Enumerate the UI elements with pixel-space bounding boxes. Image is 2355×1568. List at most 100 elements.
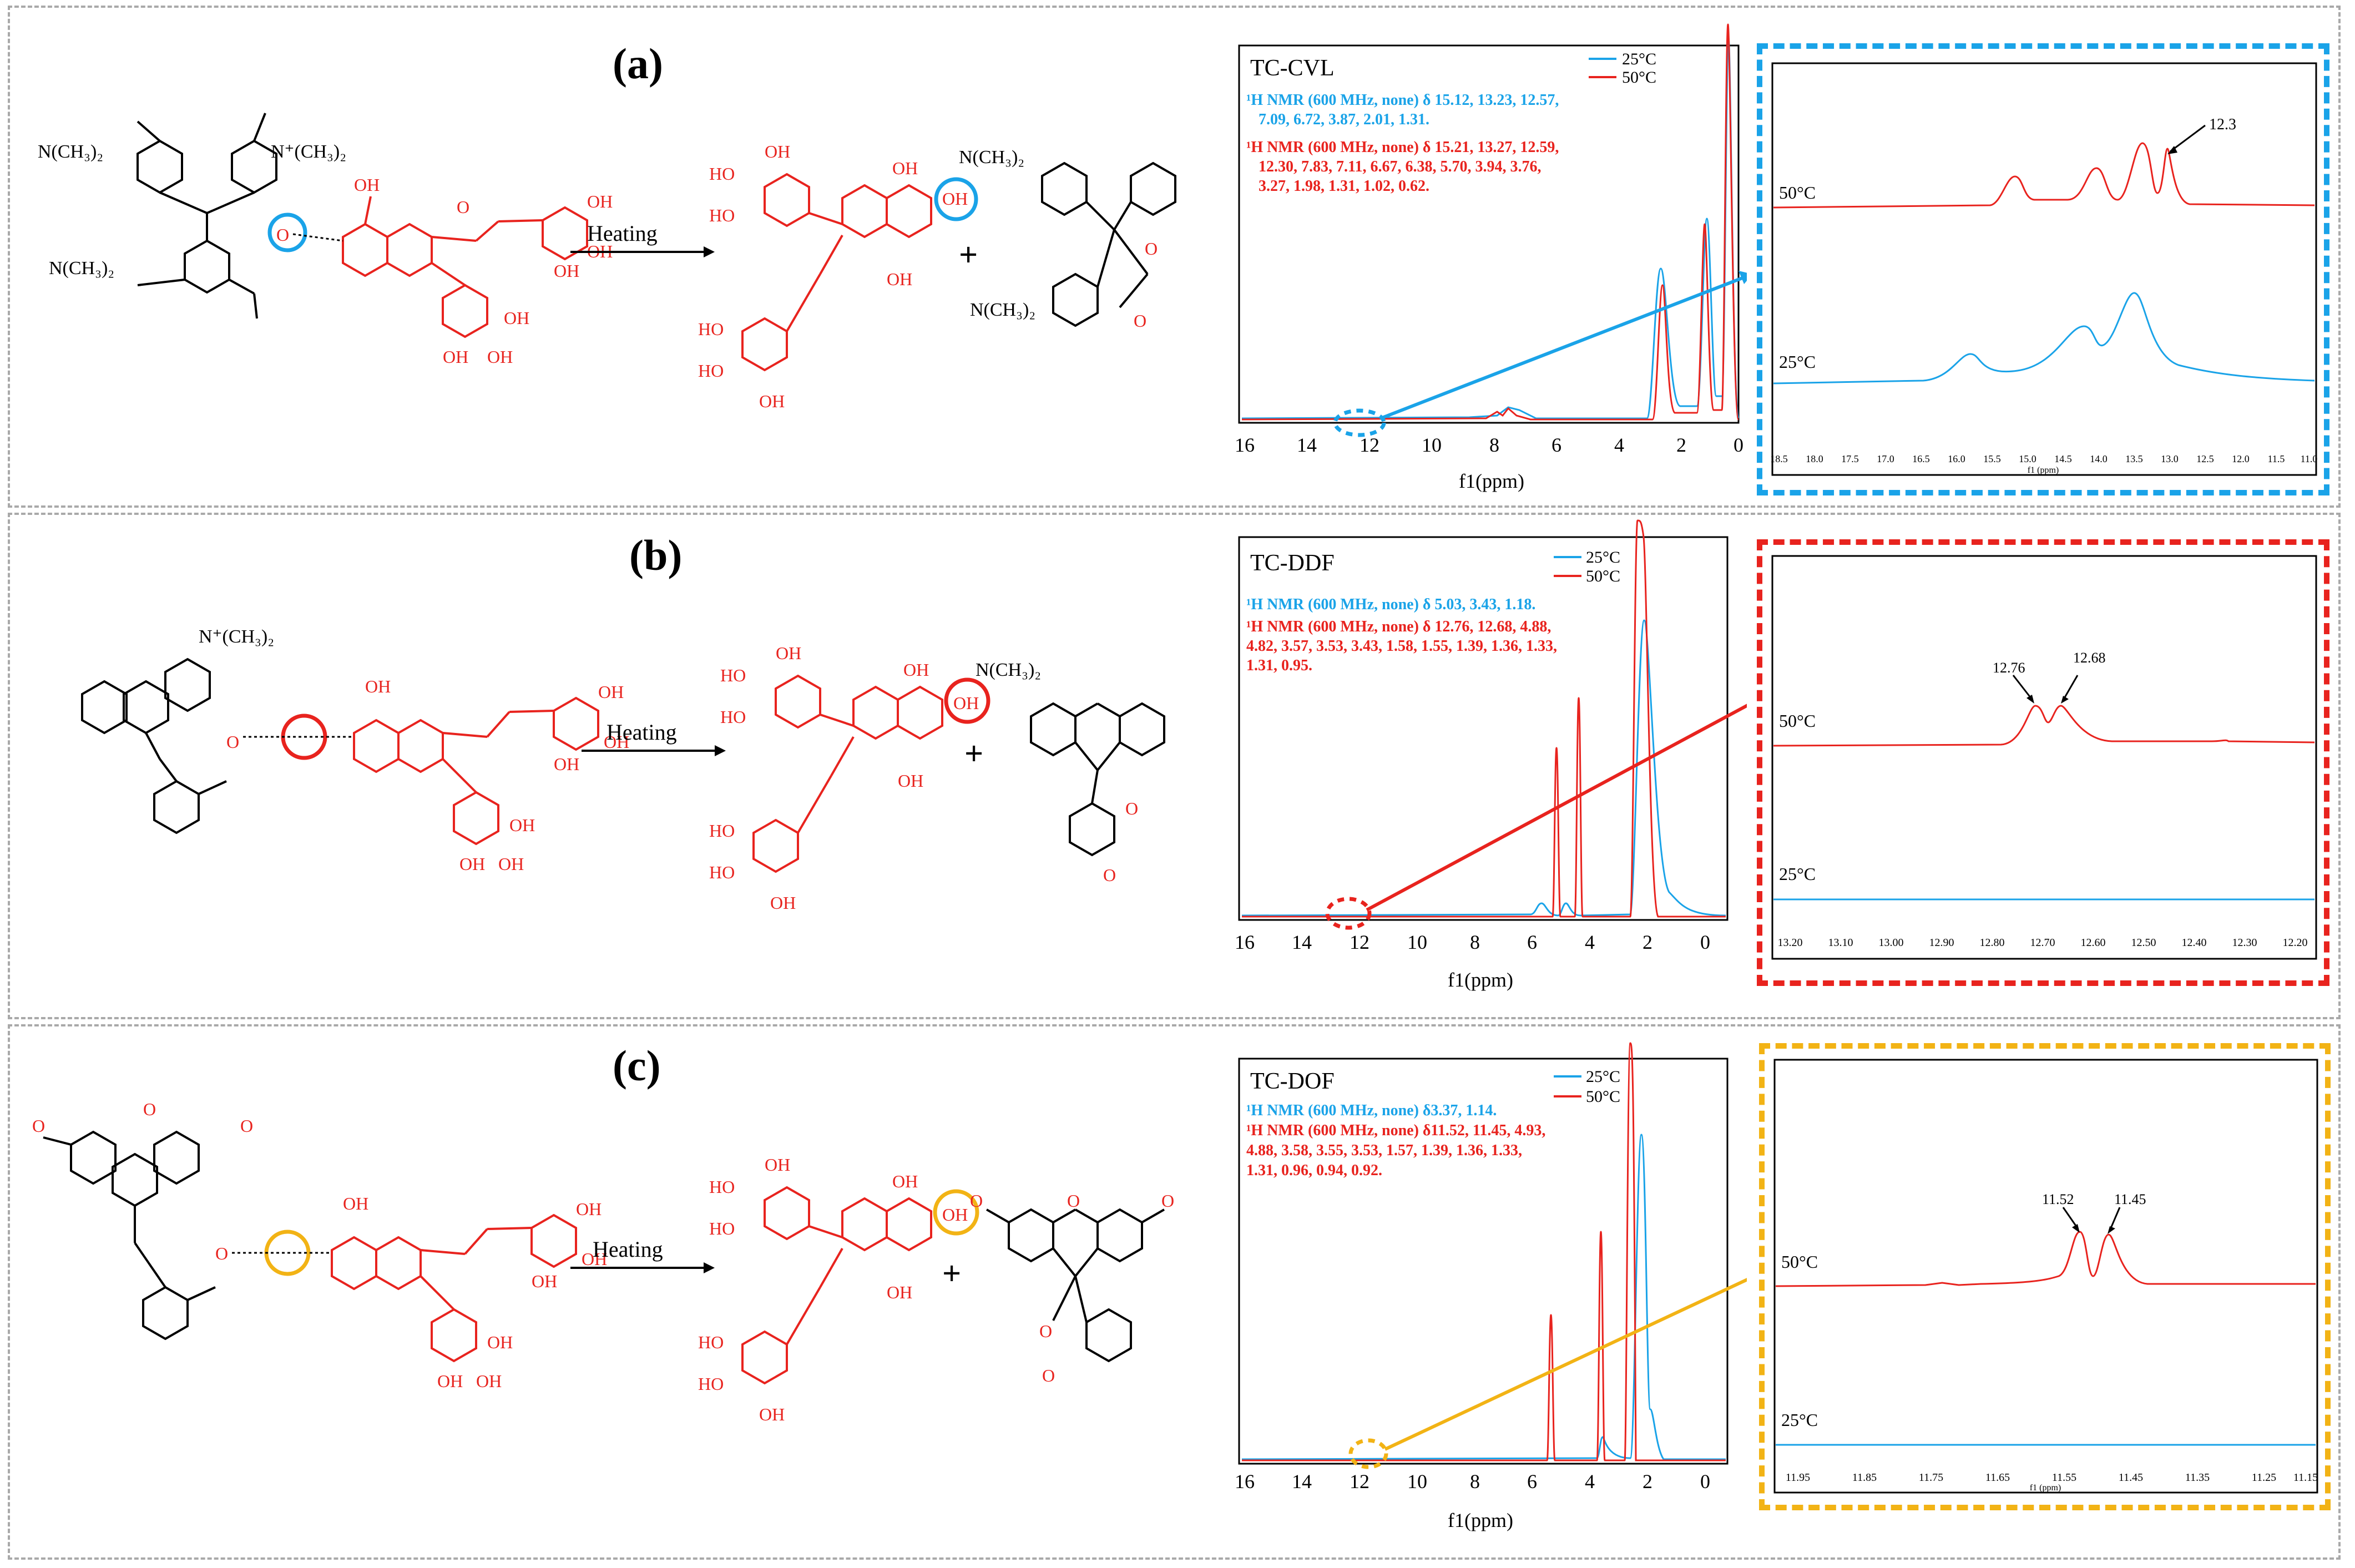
tick-b-2: 2	[1643, 931, 1652, 953]
svg-text:O: O	[215, 1243, 228, 1263]
legend-c-25: 25°C	[1586, 1068, 1620, 1086]
zoom-b-tick: 12.60	[2081, 937, 2106, 949]
zoom-c-tick: 11.35	[2185, 1471, 2210, 1484]
zoom-c-tick: 11.45	[2119, 1471, 2143, 1484]
svg-text:OH: OH	[887, 1282, 912, 1302]
zoom-a-tick: 12.5	[2196, 453, 2214, 464]
svg-text:HO: HO	[720, 707, 746, 727]
svg-text:OH: OH	[887, 269, 912, 289]
tick-c-10: 10	[1407, 1470, 1427, 1493]
zoom-inset-a	[1757, 43, 2329, 495]
svg-text:O: O	[970, 1191, 983, 1211]
svg-text:OH: OH	[554, 261, 579, 281]
svg-text:OH: OH	[770, 893, 796, 913]
zoom-a-tick: 17.5	[1841, 453, 1859, 464]
svg-text:HO: HO	[698, 319, 724, 339]
svg-text:O: O	[143, 1099, 156, 1119]
tick-a-2: 2	[1676, 434, 1686, 456]
zoom-inset-c-plot: 50°C 25°C 11.52 11.45 11.95 11.85 11.75 …	[1773, 1059, 2318, 1494]
svg-text:HO: HO	[709, 862, 735, 882]
zoom-a-tick: 17.0	[1877, 453, 1894, 464]
svg-text:OH: OH	[903, 660, 929, 680]
zoom-b-label-50: 50°C	[1779, 711, 1816, 731]
nmr-c-blue-line1: ¹H NMR (600 MHz, none) δ3.37, 1.14.	[1246, 1102, 1497, 1119]
scheme-b: N⁺(CH₃)₂ O OH OH OH OH OH OH OH Heating OH HO H…	[81, 626, 1165, 913]
svg-text:OH: OH	[765, 141, 790, 161]
svg-text:HO: HO	[709, 821, 735, 841]
svg-text:OH: OH	[953, 693, 979, 713]
zoom-a-label-50: 50°C	[1779, 183, 1816, 203]
svg-text:OH: OH	[443, 347, 468, 367]
zoom-a-tick: 15.5	[1983, 453, 2001, 464]
tick-b-16: 16	[1235, 931, 1255, 953]
zoom-inset-c	[1759, 1043, 2331, 1510]
legend-a-50: 50°C	[1622, 68, 1656, 87]
svg-text:OH: OH	[604, 732, 629, 752]
zoom-c-tick: 11.85	[1852, 1471, 1877, 1484]
tick-a-4: 4	[1614, 434, 1624, 456]
heating-label-c: Heating	[593, 1237, 663, 1262]
svg-text:OH: OH	[892, 158, 918, 178]
spectrum-a-title: TC-CVL	[1250, 55, 1335, 81]
zoom-b-tick: 13.10	[1828, 937, 1853, 949]
spectrum-b-title: TC-DDF	[1250, 550, 1335, 576]
nmr-a-blue-line2: 7.09, 6.72, 3.87, 2.01, 1.31.	[1259, 111, 1429, 128]
svg-text:OH: OH	[598, 682, 624, 702]
svg-text:OH: OH	[765, 1155, 790, 1175]
nmr-b-blue-line1: ¹H NMR (600 MHz, none) δ 5.03, 3.43, 1.1…	[1246, 596, 1535, 613]
tick-c-6: 6	[1527, 1470, 1537, 1493]
xlabel-a: f1(ppm)	[1459, 470, 1524, 492]
svg-text:OH: OH	[898, 771, 923, 791]
tick-b-4: 4	[1585, 931, 1595, 953]
svg-text:O: O	[240, 1116, 253, 1136]
spectrum-b-50-line	[1242, 519, 1726, 918]
zoom-b-tick: 12.50	[2131, 937, 2156, 949]
plus-b: +	[964, 735, 983, 772]
nmr-spectrum-b: TC-DDF ¹H NMR (600 MHz, none) δ 5.03, 3.…	[1235, 519, 1747, 991]
nmr-c-red-line1: ¹H NMR (600 MHz, none) δ11.52, 11.45, 4.…	[1246, 1122, 1545, 1139]
plus-c: +	[942, 1255, 961, 1292]
tick-a-6: 6	[1552, 434, 1561, 456]
svg-text:OH: OH	[509, 815, 535, 835]
tick-c-12: 12	[1350, 1470, 1369, 1493]
zoom-c-label-25: 25°C	[1781, 1410, 1818, 1430]
svg-text:OH: OH	[365, 676, 391, 696]
tick-b-8: 8	[1470, 931, 1480, 953]
svg-text:OH: OH	[776, 643, 801, 663]
svg-text:OH: OH	[437, 1371, 463, 1391]
spectrum-a-frame	[1238, 44, 1740, 424]
reactant-amine-1: N(CH₃)₂	[38, 141, 103, 162]
tick-a-0: 0	[1734, 434, 1743, 456]
xlabel-c: f1(ppm)	[1448, 1509, 1513, 1531]
svg-text:HO: HO	[709, 1177, 735, 1197]
tick-c-2: 2	[1643, 1470, 1652, 1493]
svg-text:OH: OH	[476, 1371, 502, 1391]
svg-text:HO: HO	[709, 164, 735, 184]
tick-c-16: 16	[1235, 1470, 1255, 1493]
svg-text:OH: OH	[942, 189, 968, 209]
zoom-c-tick: 11.75	[1919, 1471, 1943, 1484]
zoom-a-tick: 18.5	[1770, 453, 1788, 464]
svg-text:O: O	[457, 197, 469, 217]
zoom-b-tick: 12.20	[2283, 937, 2308, 949]
zoom-c-label-50: 50°C	[1781, 1252, 1818, 1272]
svg-text:O: O	[1134, 311, 1146, 331]
plus-a: +	[959, 236, 978, 273]
zoom-a-tick: 12.0	[2232, 453, 2250, 464]
zoom-a-tick: 16.5	[1912, 453, 1930, 464]
nmr-a-red-line3: 3.27, 1.98, 1.31, 1.02, 0.62.	[1259, 178, 1429, 195]
legend-c-50: 50°C	[1586, 1088, 1620, 1106]
tick-c-14: 14	[1292, 1470, 1312, 1493]
svg-text:OH: OH	[582, 1249, 607, 1269]
nmr-a-red-line2: 12.30, 7.83, 7.11, 6.67, 6.38, 5.70, 3.9…	[1259, 158, 1541, 175]
zoom-c-xlabel: f1 (ppm)	[2030, 1483, 2061, 1493]
svg-text:OH: OH	[759, 1404, 785, 1424]
tick-a-8: 8	[1489, 434, 1499, 456]
svg-text:OH: OH	[532, 1271, 557, 1291]
legend-a-25: 25°C	[1622, 50, 1656, 68]
svg-text:O: O	[1161, 1191, 1174, 1211]
panel-b: (b) N⁺(CH₃)₂ O OH OH OH OH OH OH OH Heati	[8, 513, 2341, 1019]
